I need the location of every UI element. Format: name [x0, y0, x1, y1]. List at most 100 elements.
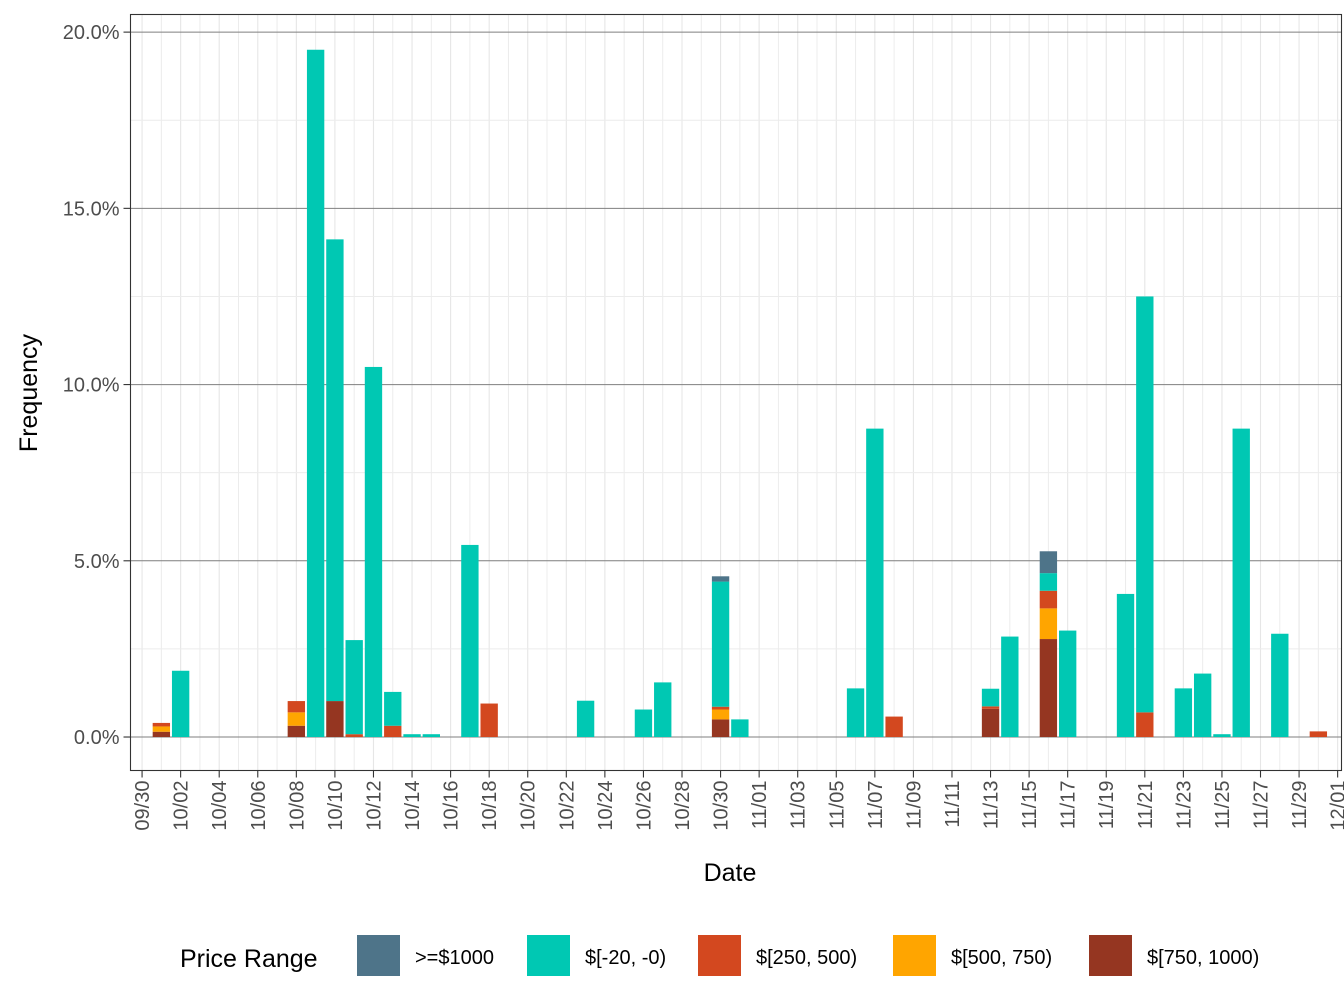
x-tick-label: 10/20: [518, 781, 540, 831]
x-tick-label: 10/06: [248, 781, 270, 831]
bar-segment: [981, 708, 1000, 738]
x-tick-label: 10/04: [209, 781, 231, 831]
bar-segment: [461, 544, 479, 738]
bar-segment: [711, 581, 730, 707]
bar-segment: [981, 688, 1000, 707]
bar-segment: [1136, 712, 1154, 738]
y-tick-label: 5.0%: [74, 551, 120, 573]
bar-segment: [326, 239, 344, 702]
bar-segment: [1271, 633, 1289, 738]
bar-segment: [326, 701, 344, 738]
x-tick-label: 11/17: [1058, 781, 1080, 830]
x-tick-label: 12/01: [1328, 781, 1344, 831]
x-tick-label: 11/15: [1019, 781, 1041, 830]
x-tick-label: 11/27: [1251, 781, 1273, 830]
legend-label: $[500, 750): [951, 947, 1052, 969]
x-tick-label: 10/12: [363, 781, 385, 831]
bar-segment: [711, 706, 730, 710]
x-tick-label: 11/23: [1173, 781, 1195, 830]
bar-segment: [152, 726, 171, 732]
bar-segment: [287, 725, 306, 738]
bar-segment: [846, 688, 865, 738]
x-tick-label: 11/13: [981, 781, 1003, 830]
bar-segment: [981, 706, 1000, 709]
x-tick-label: 11/25: [1212, 781, 1234, 830]
bar-segment: [654, 682, 672, 738]
legend-key: [1089, 935, 1132, 976]
bar-segment: [384, 725, 402, 738]
x-tick-label: 10/22: [556, 781, 578, 831]
plot-panel-border: [129, 13, 1343, 772]
legend-key: [893, 935, 936, 976]
bar-segment: [364, 366, 383, 738]
bar-segment: [866, 428, 884, 738]
bar-segment: [1039, 573, 1058, 591]
bar-segment: [345, 640, 363, 735]
x-tick-label: 10/24: [595, 781, 617, 831]
bar-segment: [403, 734, 421, 738]
bar-segment: [1309, 731, 1328, 738]
bars: [152, 49, 1328, 738]
bar-segment: [306, 49, 325, 738]
x-tick-label: 10/08: [286, 781, 308, 831]
bar-segment: [731, 719, 749, 738]
y-tick-label: 0.0%: [74, 727, 120, 749]
y-tick-label: 10.0%: [63, 375, 120, 397]
bar-segment: [287, 701, 306, 713]
bar-segment: [1213, 734, 1231, 738]
bar-segment: [1039, 639, 1058, 738]
bar-segment: [634, 709, 653, 738]
y-axis-title: Frequency: [15, 333, 43, 452]
legend-key: [698, 935, 741, 976]
x-tick-label: 10/10: [325, 781, 347, 831]
bar-segment: [287, 712, 306, 726]
y-axis: 0.0% 5.0% 10.0% 15.0% 20.0%: [63, 22, 131, 749]
legend-title: Price Range: [180, 945, 318, 973]
x-tick-label: 10/02: [171, 781, 193, 831]
x-tick-label: 11/11: [942, 781, 964, 828]
bar-segment: [152, 731, 171, 738]
x-tick-label: 10/30: [711, 781, 733, 831]
bar-segment: [152, 722, 171, 727]
x-axis: 09/30 10/02 10/04 10/06 10/08 10/10 10/12 10/14…: [132, 770, 1344, 831]
bar-segment: [1001, 636, 1019, 738]
legend-key: [527, 935, 570, 976]
bar-segment: [1039, 608, 1058, 640]
x-tick-label: 10/14: [402, 781, 424, 831]
x-tick-label: 09/30: [132, 781, 154, 831]
x-tick-label: 10/16: [441, 781, 463, 831]
legend-label: >=$1000: [415, 947, 494, 969]
legend-label: $[750, 1000): [1147, 947, 1259, 969]
legend: Price Range >=$1000 $[-20, -0) $[250, 500)…: [180, 935, 1259, 976]
bar-segment: [1058, 630, 1077, 738]
bar-segment: [384, 691, 402, 726]
x-tick-label: 11/05: [826, 781, 848, 830]
x-axis-title: Date: [704, 859, 757, 887]
bar-segment: [1232, 428, 1250, 738]
bar-segment: [480, 703, 498, 738]
legend-key: [357, 935, 400, 976]
x-tick-label: 11/29: [1289, 781, 1311, 830]
bar-segment: [576, 700, 595, 738]
legend-label: $[250, 500): [756, 947, 857, 969]
bar-segment: [885, 716, 903, 738]
x-tick-label: 11/21: [1135, 781, 1157, 830]
x-tick-label: 10/28: [672, 781, 694, 831]
bar-segment: [711, 576, 730, 582]
y-tick-label: 15.0%: [63, 198, 120, 220]
x-tick-label: 11/03: [788, 781, 810, 830]
bar-segment: [422, 734, 440, 738]
x-tick-label: 11/09: [903, 781, 925, 830]
bar-segment: [171, 670, 190, 738]
bar-segment: [1039, 590, 1058, 609]
bar-segment: [1174, 688, 1193, 738]
x-tick-label: 11/19: [1096, 781, 1118, 830]
x-tick-label: 10/18: [479, 781, 501, 831]
legend-label: $[-20, -0): [585, 947, 666, 969]
bar-segment: [711, 709, 730, 720]
bar-segment: [1193, 673, 1212, 738]
x-tick-label: 11/01: [749, 781, 771, 830]
bar-segment: [1039, 551, 1058, 574]
x-tick-label: 11/07: [865, 781, 887, 830]
